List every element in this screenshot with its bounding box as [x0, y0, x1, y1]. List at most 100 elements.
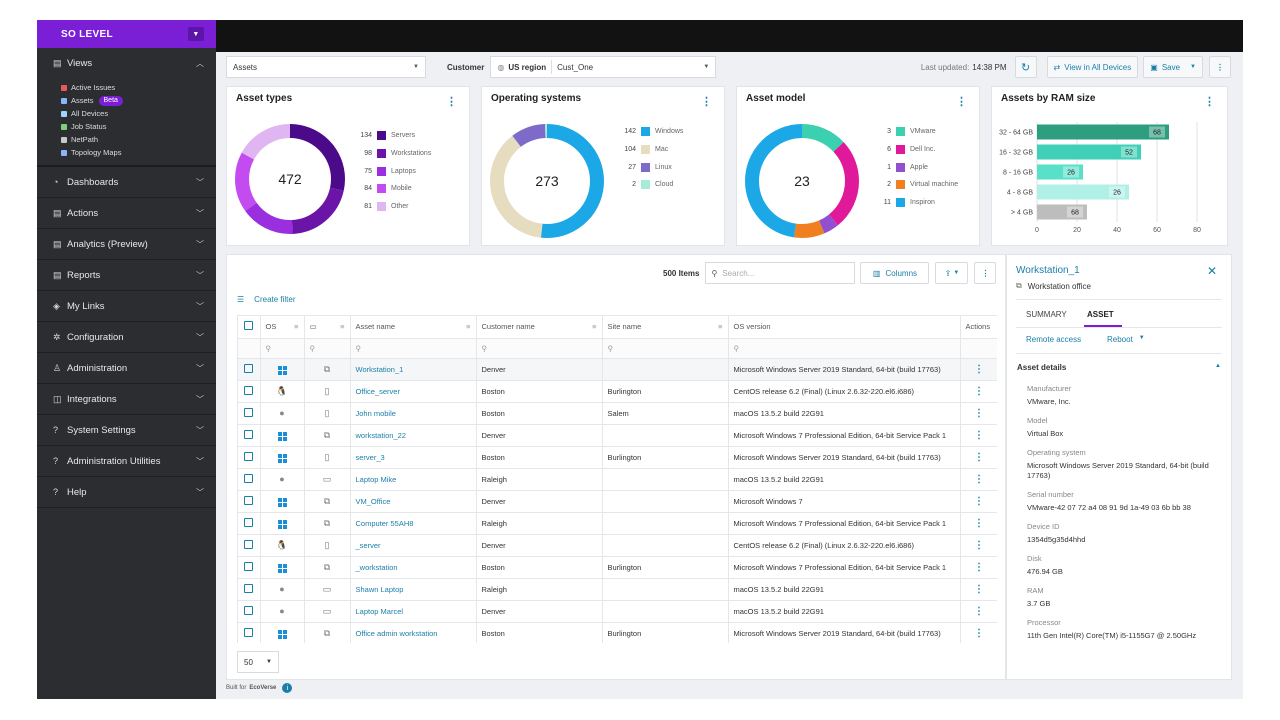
nav-item-row[interactable]: ✲ Configuration ﹀: [37, 322, 216, 352]
export-button[interactable]: ⇪ ▼: [935, 262, 969, 284]
row-actions-button[interactable]: ⋮: [960, 578, 997, 601]
asset-name-link[interactable]: server_3: [355, 452, 385, 462]
row-checkbox[interactable]: [244, 495, 254, 505]
asset-name-cell[interactable]: VM_Office: [350, 490, 477, 513]
save-button[interactable]: ▣ Save ▼: [1143, 56, 1203, 78]
filter-cell[interactable]: ⚲: [304, 338, 351, 359]
asset-name-cell[interactable]: _server: [350, 534, 477, 557]
asset-name-cell[interactable]: _workstation: [350, 556, 477, 579]
row-select-cell[interactable]: [238, 424, 261, 447]
donut-slice[interactable]: [745, 124, 859, 238]
row-checkbox[interactable]: [244, 583, 254, 593]
tab-asset[interactable]: ASSET: [1087, 310, 1114, 319]
customer-select[interactable]: ◍ US region Cust_One ▼: [490, 56, 717, 78]
customer-header[interactable]: Customer name ≡: [476, 316, 603, 339]
asset-name-link[interactable]: workstation_22: [355, 430, 406, 440]
row-select-cell[interactable]: [238, 578, 261, 601]
table-row[interactable]: ● ▯ John mobile Boston Salem macOS 13.5.2 bui…: [238, 402, 997, 425]
nav-item[interactable]: ? System Settings ﹀: [37, 415, 216, 446]
page-size-select[interactable]: 50 ▼: [237, 651, 279, 673]
legend-item[interactable]: 11 Inspiron: [869, 194, 958, 212]
nav-item[interactable]: ▤ Actions ﹀: [37, 198, 216, 229]
legend-item[interactable]: 3 VMware: [869, 123, 958, 141]
table-row[interactable]: ⧉ Workstation_1 Denver Microsoft Windows Se…: [238, 358, 997, 381]
view-item[interactable]: NetPath: [61, 133, 216, 146]
view-select[interactable]: Assets ▼: [226, 56, 426, 78]
filter-icon[interactable]: ≡: [466, 322, 471, 332]
legend-item[interactable]: 75 Laptops: [350, 162, 431, 180]
table-row[interactable]: 🐧 ▯ _server Denver CentOS release 6.2 (Final…: [238, 534, 997, 557]
nav-item[interactable]: ▤ Analytics (Preview) ﹀: [37, 229, 216, 260]
select-all-checkbox[interactable]: [244, 321, 254, 331]
asset-name-cell[interactable]: Office_server: [350, 380, 477, 403]
nav-item-row[interactable]: ▤ Analytics (Preview) ﹀: [37, 229, 216, 259]
table-row[interactable]: ● ▭ Laptop Marcel Denver macOS 13.5.2 build …: [238, 600, 997, 623]
table-row[interactable]: ⧉ _workstation Boston Burlington Microsoft W…: [238, 556, 997, 579]
row-select-cell[interactable]: [238, 534, 261, 557]
view-item[interactable]: Topology Maps: [61, 146, 216, 159]
ram-bar[interactable]: [1037, 164, 1083, 180]
row-checkbox[interactable]: [244, 473, 254, 483]
row-checkbox[interactable]: [244, 539, 254, 549]
table-row[interactable]: ● ▭ Laptop Mike Raleigh macOS 13.5.2 build 2…: [238, 468, 997, 491]
row-actions-button[interactable]: ⋮: [960, 358, 997, 381]
row-checkbox[interactable]: [244, 385, 254, 395]
nav-item-row[interactable]: ◔ Dashboards ﹀: [37, 167, 216, 197]
row-select-cell[interactable]: [238, 622, 261, 643]
legend-item[interactable]: 81 Other: [350, 198, 431, 216]
table-row[interactable]: ⧉ Computer 55AH8 Raleigh Microsoft Windows …: [238, 512, 997, 535]
asset-name-link[interactable]: Office_server: [355, 386, 400, 396]
nav-item-row[interactable]: ▤ Actions ﹀: [37, 198, 216, 228]
row-actions-button[interactable]: ⋮: [960, 490, 997, 513]
nav-item-row[interactable]: ◈ My Links ﹀: [37, 291, 216, 321]
columns-button[interactable]: ▥ Columns: [860, 262, 930, 284]
asset-name-cell[interactable]: server_3: [350, 446, 477, 469]
tab-summary[interactable]: SUMMARY: [1026, 310, 1067, 319]
row-select-cell[interactable]: [238, 446, 261, 469]
remote-access-link[interactable]: Remote access: [1026, 335, 1082, 344]
os-header[interactable]: OS ≡: [260, 316, 305, 339]
filter-icon[interactable]: ≡: [718, 322, 723, 332]
table-row[interactable]: 🐧 ▯ Office_server Boston Burlington CentOS re…: [238, 380, 997, 403]
kebab-icon[interactable]: ⋮: [1204, 96, 1215, 108]
legend-item[interactable]: 142 Windows: [614, 123, 683, 141]
nav-item-row[interactable]: ? Administration Utilities ﹀: [37, 446, 216, 476]
legend-item[interactable]: 134 Servers: [350, 127, 431, 145]
site-header[interactable]: Site name ≡: [602, 316, 729, 339]
legend-item[interactable]: 104 Mac: [614, 141, 683, 159]
table-row[interactable]: ⧉ workstation_22 Denver Microsoft Windows 7…: [238, 424, 997, 447]
view-item[interactable]: Assets Beta: [61, 94, 216, 107]
row-select-cell[interactable]: [238, 358, 261, 381]
nav-item[interactable]: ? Help ﹀: [37, 477, 216, 508]
legend-item[interactable]: 27 Linux: [614, 158, 683, 176]
row-checkbox[interactable]: [244, 407, 254, 417]
table-row[interactable]: ⧉ VM_Office Denver Microsoft Windows 7 ⋮: [238, 490, 997, 513]
asset-name-link[interactable]: Laptop Marcel: [355, 606, 404, 616]
filter-cell[interactable]: ⚲: [728, 338, 961, 359]
row-checkbox[interactable]: [244, 363, 254, 373]
row-checkbox[interactable]: [244, 451, 254, 461]
asset-name-cell[interactable]: Shawn Laptop: [350, 578, 477, 601]
filter-cell[interactable]: ⚲: [350, 338, 477, 359]
nav-item[interactable]: ◔ Dashboards ﹀: [37, 167, 216, 198]
donut-slice[interactable]: [490, 124, 604, 238]
legend-item[interactable]: 2 Cloud: [614, 176, 683, 194]
asset-name-link[interactable]: Computer 55AH8: [355, 518, 414, 528]
donut-slice[interactable]: [235, 124, 345, 234]
nav-item[interactable]: ▤ Reports ﹀: [37, 260, 216, 291]
asset-name-link[interactable]: John mobile: [355, 408, 396, 418]
donut-slice[interactable]: [745, 124, 859, 238]
row-checkbox[interactable]: [244, 627, 254, 637]
asset-name-link[interactable]: _workstation: [355, 562, 398, 572]
row-actions-button[interactable]: ⋮: [960, 468, 997, 491]
search-input[interactable]: ⚲ Search...: [705, 262, 856, 284]
row-select-cell[interactable]: [238, 490, 261, 513]
filter-icon[interactable]: ≡: [294, 322, 299, 332]
table-row[interactable]: ● ▭ Shawn Laptop Raleigh macOS 13.5.2 build …: [238, 578, 997, 601]
row-actions-button[interactable]: ⋮: [960, 424, 997, 447]
nav-item[interactable]: ✲ Configuration ﹀: [37, 322, 216, 353]
close-icon[interactable]: ✕: [1206, 264, 1217, 278]
asset-name-header[interactable]: Asset name ≡: [350, 316, 477, 339]
more-options-button[interactable]: ⋮: [1209, 56, 1231, 78]
info-icon[interactable]: i: [282, 683, 293, 693]
